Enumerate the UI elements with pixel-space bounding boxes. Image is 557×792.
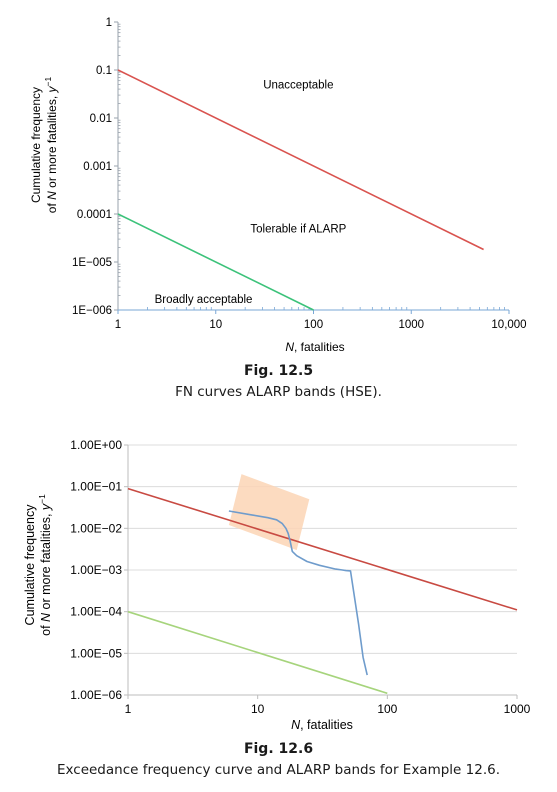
y-axis-label: Cumulative frequency of N or more fatali… (23, 494, 53, 636)
plot-area: 1.00E+00 1.00E−01 1.00E−02 1.00E−03 1.00E−04… (70, 438, 530, 716)
y-axis-label-line2: of N or more fatalities, y−1 (37, 494, 53, 636)
x-axis-label: N, fatalities (285, 340, 344, 354)
y-tick-label-3: 1.00E−03 (70, 563, 122, 577)
figure-label-12-5: Fig. 12.5 (243, 363, 314, 379)
y-tick-label-3: 0.001 (83, 161, 112, 173)
x-tick-label-3: 1000 (504, 702, 531, 716)
highlight-region (228, 474, 310, 551)
series-line-2 (228, 510, 368, 676)
x-tick-label-4: 10,000 (491, 319, 526, 331)
figure-label-12-6: Fig. 12.6 (243, 741, 314, 757)
x-tick-label-2: 100 (377, 702, 397, 716)
y-axis-label: Cumulative frequency of N or more fatali… (29, 77, 59, 214)
y-tick-label-6: 1.00E−06 (70, 688, 122, 702)
x-tick-label-1: 10 (209, 319, 222, 331)
x-tick-label-0: 1 (125, 702, 132, 716)
series-line-1 (117, 213, 314, 311)
x-tick-label-2: 100 (304, 319, 323, 331)
y-tick-label-4: 0.0001 (77, 209, 112, 221)
annotation-1: Tolerable if ALARP (250, 223, 346, 235)
x-tick-label-3: 1000 (398, 319, 424, 331)
annotation-0: Unacceptable (263, 79, 333, 91)
y-tick-label-1: 1.00E−01 (70, 480, 122, 494)
figure-caption-12-5: FN curves ALARP bands (HSE). (175, 384, 382, 400)
y-tick-label-5: 1.00E−05 (70, 646, 122, 660)
y-tick-label-6: 1E−006 (72, 305, 112, 317)
annotation-2: Broadly acceptable (155, 294, 253, 306)
series-line-0 (127, 487, 518, 611)
fn-chart-hse: Cumulative frequency of N or more fatali… (29, 17, 527, 354)
y-tick-label-2: 1.00E−02 (70, 521, 122, 535)
y-tick-label-1: 0.1 (96, 65, 112, 77)
y-tick-label-4: 1.00E−04 (70, 605, 122, 619)
y-axis-label-line1: Cumulative frequency (29, 87, 43, 203)
y-tick-label-0: 1.00E+00 (70, 438, 122, 452)
exceedance-chart: Cumulative frequency of N or more fatali… (23, 438, 531, 732)
y-axis-label-line1: Cumulative frequency (23, 504, 37, 626)
y-tick-label-0: 1 (106, 17, 112, 29)
x-tick-label-1: 10 (251, 702, 265, 716)
figure-caption-12-6: Exceedance frequency curve and ALARP ban… (56, 762, 500, 778)
series-line-0 (117, 69, 484, 251)
series-line-1 (127, 610, 388, 695)
x-tick-label-0: 1 (115, 319, 121, 331)
y-tick-label-5: 1E−005 (72, 257, 112, 269)
x-axis-label: N, fatalities (291, 718, 353, 732)
y-axis-label-line2: of N or more fatalities, y−1 (43, 77, 59, 214)
y-tick-label-2: 0.01 (90, 113, 112, 125)
